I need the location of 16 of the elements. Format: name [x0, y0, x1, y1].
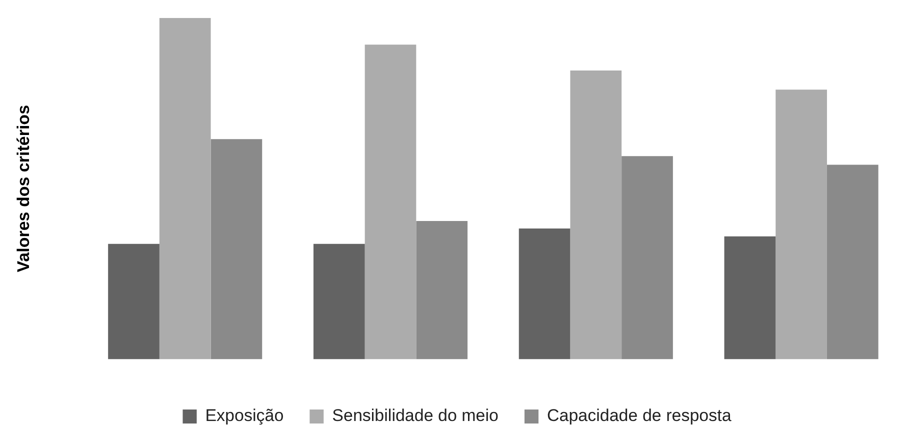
bar: [776, 90, 827, 360]
bar: [570, 70, 622, 360]
bar: [416, 221, 468, 360]
legend-label: Sensibilidade do meio: [332, 406, 498, 426]
bar: [159, 18, 211, 360]
bar: [364, 44, 416, 360]
legend-label: Exposição: [205, 406, 284, 426]
bar: [210, 139, 262, 360]
bar: [724, 236, 776, 360]
bar: [622, 156, 673, 360]
bar: [313, 244, 365, 360]
legend-label: Capacidade de resposta: [546, 406, 732, 426]
bar: [826, 164, 878, 360]
bar: [108, 244, 160, 360]
bar: [518, 228, 570, 360]
y-axis-title: Valores dos critérios: [14, 104, 33, 272]
